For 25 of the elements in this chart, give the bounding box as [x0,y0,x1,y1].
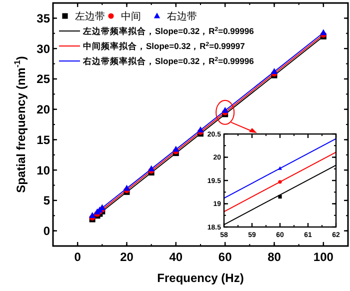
legend-label: 右边带 [167,10,197,22]
point [172,146,180,152]
x-tick-label: 20 [120,250,134,264]
y-tick-label: 5 [43,194,50,208]
legend-label: 右边带频率拟合，Slope=0.32，R$^{2}$=0.99996 [82,56,254,66]
y-tick-label: 10 [36,163,50,178]
x-tick-label: 40 [169,250,183,264]
y-tick-label: 15 [36,132,50,147]
x-tick-label: 60 [218,250,232,264]
x-axis-title: Frequency (Hz) [157,271,244,285]
x-tick-label: 100 [313,250,334,264]
legend-label: 左边带频率拟合，Slope=0.32，R$^{2}$=0.99996 [82,26,254,36]
point [320,29,327,36]
legend-label: 中间 [121,10,141,22]
legend-label: 中间频率拟合，Slope=0.32，R$^{2}$=0.99997 [83,40,246,51]
point [123,184,130,191]
point [148,165,155,172]
y-tick-label: 20 [36,102,50,117]
x-tick-label: 80 [268,250,282,264]
y-tick-label: 30 [36,42,50,56]
y-tick-label: 35 [36,11,50,26]
point [197,126,204,132]
x-tick-label: 0 [74,250,82,264]
legend-label: 左边带 [75,10,105,22]
y-tick-label: 25 [36,72,50,86]
